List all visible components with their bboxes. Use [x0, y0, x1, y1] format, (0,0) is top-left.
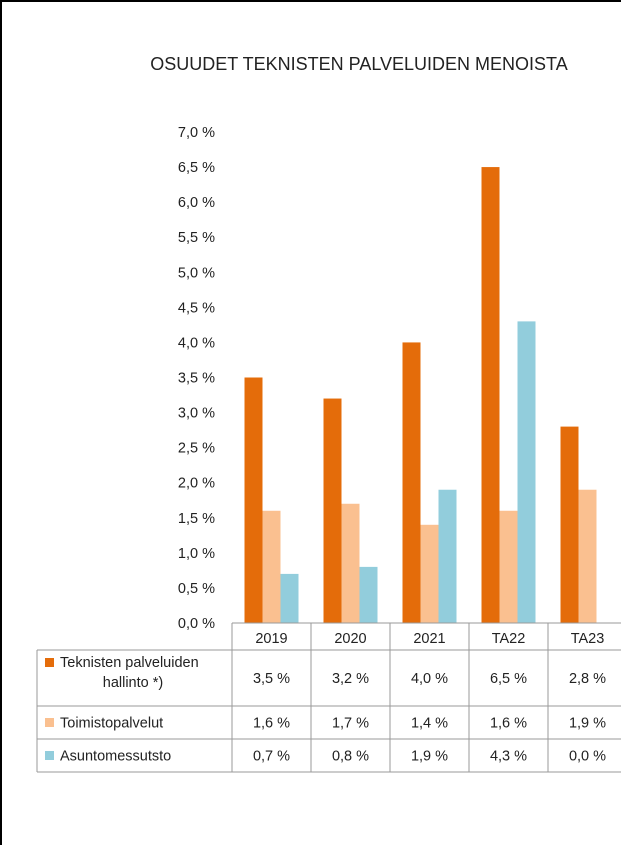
series-label: Asuntomessutsto [60, 749, 171, 765]
table-cell: 6,5 % [490, 671, 527, 687]
y-tick-label: 1,5 % [178, 511, 215, 527]
bar [481, 167, 500, 624]
y-tick-label: 2,5 % [178, 441, 215, 457]
category-label: 2020 [334, 631, 366, 647]
y-tick-label: 4,0 % [178, 335, 215, 351]
bar [438, 489, 457, 623]
bar [402, 342, 421, 623]
bar [517, 321, 536, 623]
category-label: 2019 [255, 631, 287, 647]
table-cell: 0,0 % [569, 749, 606, 765]
table-cell: 3,2 % [332, 671, 369, 687]
legend-swatch [45, 718, 54, 727]
table-cell: 1,9 % [411, 749, 448, 765]
y-tick-label: 7,0 % [178, 125, 215, 141]
y-tick-label: 4,5 % [178, 300, 215, 316]
bar [578, 489, 597, 623]
y-axis: 0,0 % 0,5 % 1,0 % 1,5 % 2,0 % 2,5 % 3,0 % 3,5 %… [178, 125, 215, 632]
table-cell: 1,7 % [332, 716, 369, 732]
table-cell: 1,6 % [253, 716, 290, 732]
bar [560, 426, 579, 623]
y-tick-label: 3,0 % [178, 406, 215, 422]
y-tick-label: 6,5 % [178, 160, 215, 176]
category-label: 2021 [413, 631, 445, 647]
y-tick-label: 0,0 % [178, 616, 215, 632]
category-label: TA23 [571, 631, 605, 647]
series-label: Toimistopalvelut [60, 716, 163, 732]
y-tick-label: 1,0 % [178, 546, 215, 562]
table-cell: 1,4 % [411, 716, 448, 732]
y-tick-label: 0,5 % [178, 581, 215, 597]
bar [244, 377, 263, 623]
y-tick-label: 6,0 % [178, 195, 215, 211]
y-tick-label: 5,5 % [178, 230, 215, 246]
legend-swatch [45, 751, 54, 760]
y-tick-label: 5,0 % [178, 265, 215, 281]
bar [499, 510, 518, 623]
y-tick-label: 3,5 % [178, 371, 215, 387]
bar [420, 524, 439, 623]
legend-swatch [45, 658, 54, 667]
plot-area [244, 167, 597, 624]
category-label: TA22 [492, 631, 526, 647]
bar [262, 510, 281, 623]
bar [280, 573, 299, 623]
bar [341, 503, 360, 623]
table-cell: 3,5 % [253, 671, 290, 687]
data-table: 2019 2020 2021 TA22 TA23 Teknisten palveluide… [36, 622, 621, 773]
series-label: Teknisten palveluiden hallinto *) [60, 655, 199, 691]
bar [323, 398, 342, 623]
table-cell: 0,7 % [253, 749, 290, 765]
table-cell: 1,9 % [569, 716, 606, 732]
table-cell: 2,8 % [569, 671, 606, 687]
chart-title: OSUUDET TEKNISTEN PALVELUIDEN MENOISTA [150, 54, 567, 74]
table-cell: 1,6 % [490, 716, 527, 732]
table-cell: 0,8 % [332, 749, 369, 765]
table-cell: 4,0 % [411, 671, 448, 687]
table-cell: 4,3 % [490, 749, 527, 765]
bar [359, 566, 378, 623]
y-tick-label: 2,0 % [178, 476, 215, 492]
